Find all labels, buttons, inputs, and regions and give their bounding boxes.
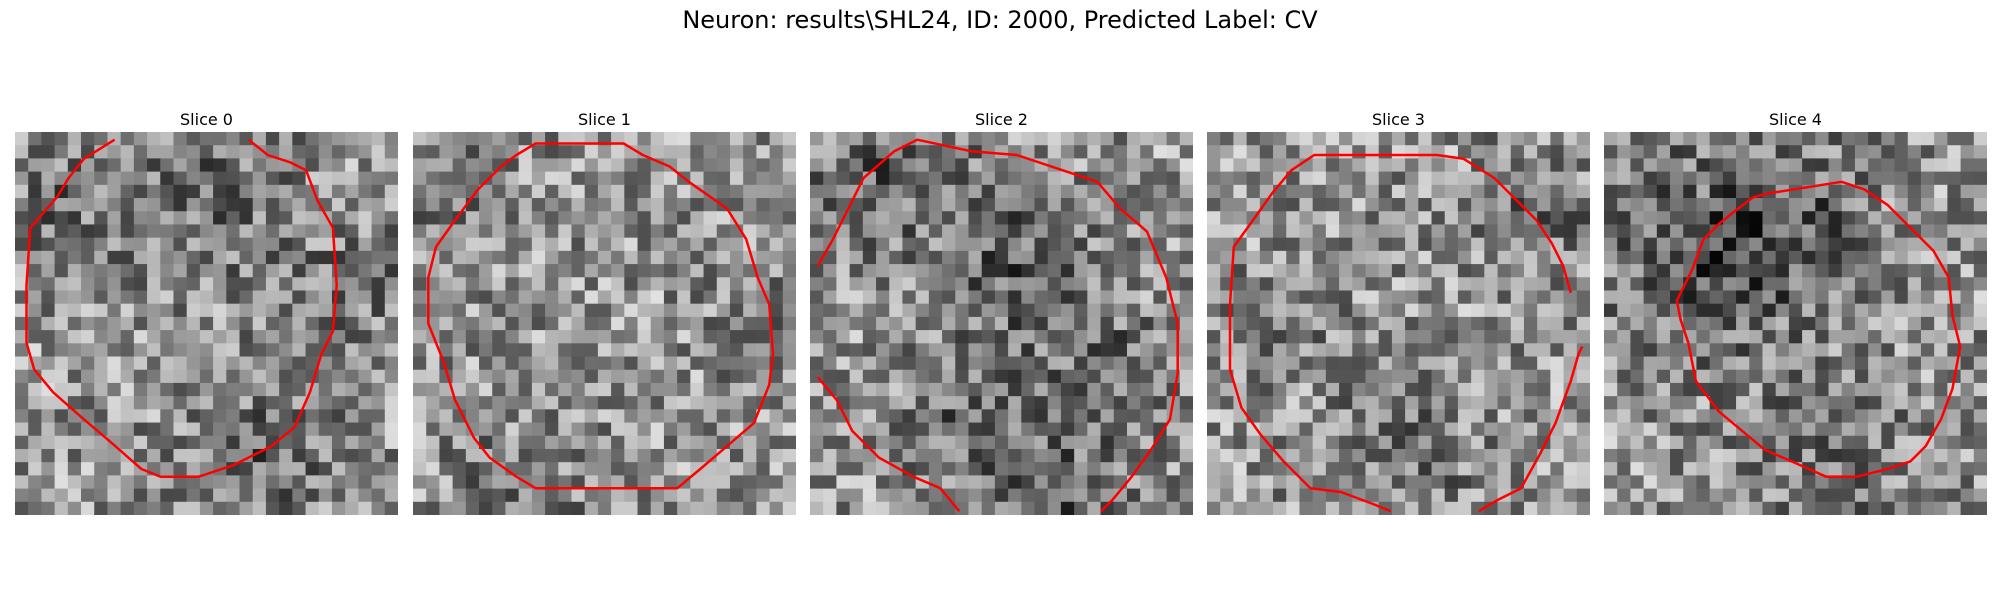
slice-title: Slice 3 bbox=[1372, 110, 1425, 129]
figure-title: Neuron: results\SHL24, ID: 2000, Predict… bbox=[682, 6, 1318, 34]
slice-panel-0: Slice 0 bbox=[15, 108, 398, 515]
slice-image-1 bbox=[413, 132, 796, 515]
neuron-contour bbox=[25, 138, 338, 478]
slice-title: Slice 4 bbox=[1769, 110, 1822, 129]
neuron-contour bbox=[816, 138, 1179, 513]
slice-title: Slice 2 bbox=[975, 110, 1028, 129]
neuron-contour-segment bbox=[1478, 345, 1584, 513]
neuron-contour bbox=[1675, 180, 1962, 478]
slice-image-4 bbox=[1604, 132, 1987, 515]
neuron-contour bbox=[427, 142, 775, 490]
neuron-contour-segment bbox=[816, 376, 961, 513]
neuron-contour bbox=[1228, 153, 1573, 513]
slice-panel-3: Slice 3 bbox=[1207, 108, 1590, 515]
slice-image-0 bbox=[15, 132, 398, 515]
slice-title: Slice 0 bbox=[180, 110, 233, 129]
slice-title: Slice 1 bbox=[578, 110, 631, 129]
slice-panel-2: Slice 2 bbox=[810, 108, 1193, 515]
slice-image-2 bbox=[810, 132, 1193, 515]
slice-panel-1: Slice 1 bbox=[413, 108, 796, 515]
slice-panel-4: Slice 4 bbox=[1604, 108, 1987, 515]
slice-image-3 bbox=[1207, 132, 1590, 515]
